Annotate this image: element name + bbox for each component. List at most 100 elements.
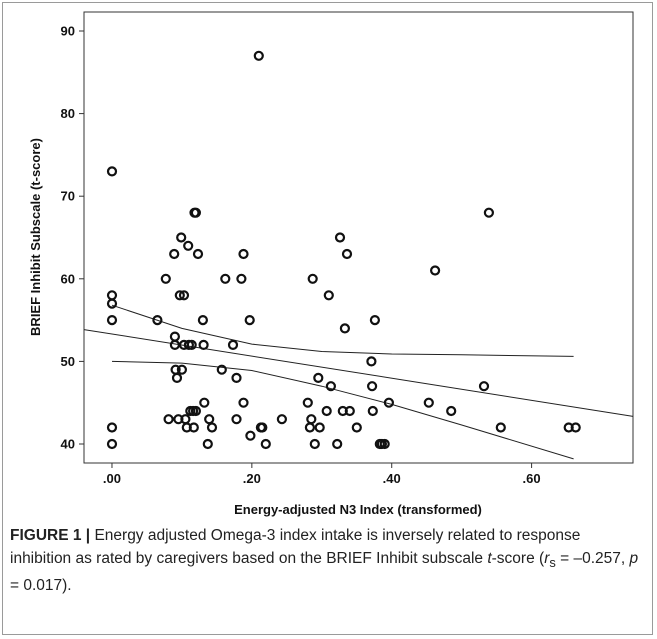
y-tick-label: 40 [61, 437, 75, 452]
caption-r-sub: s [549, 555, 556, 571]
data-point [307, 273, 318, 284]
ci-lower-line [111, 360, 574, 460]
figure-caption: FIGURE 1 | Energy adjusted Omega-3 index… [10, 524, 640, 597]
data-point [106, 438, 118, 450]
data-point [198, 339, 209, 350]
data-point [174, 290, 185, 301]
data-point [227, 339, 239, 350]
data-point [169, 331, 180, 342]
data-point [169, 248, 180, 260]
data-point [106, 290, 118, 301]
data-point [106, 315, 118, 326]
data-point [483, 207, 494, 218]
x-axis-ticks: .00 .20 .40 .60 [103, 463, 541, 486]
data-point [176, 232, 187, 243]
caption-r-italic: r [544, 550, 550, 567]
data-point [325, 381, 336, 392]
data-point [231, 414, 242, 425]
data-point [306, 414, 317, 425]
caption-text-2: -score ( [491, 550, 545, 567]
caption-label: FIGURE 1 | [10, 527, 91, 544]
y-tick-label: 50 [61, 354, 75, 369]
data-point [367, 381, 378, 392]
data-point [309, 438, 320, 450]
data-point [202, 438, 213, 450]
data-point [163, 414, 174, 425]
data-point [478, 381, 490, 392]
data-point [188, 422, 199, 433]
data-point [313, 372, 324, 383]
data-point [160, 273, 171, 284]
ci-upper-line [111, 304, 574, 357]
data-point [446, 405, 457, 417]
data-point [351, 422, 362, 433]
data-point [231, 372, 242, 383]
data-point [339, 323, 350, 334]
data-point [423, 397, 434, 408]
data-point [253, 50, 264, 61]
data-point [302, 397, 313, 408]
data-point [321, 405, 332, 417]
data-point [192, 248, 204, 260]
data-point [169, 339, 180, 350]
data-point [190, 207, 201, 218]
data-point [220, 273, 231, 284]
plot-frame [83, 11, 634, 464]
data-point [244, 315, 255, 326]
data-point [178, 290, 190, 301]
data-point [171, 372, 183, 383]
data-point [216, 364, 227, 375]
confidence-interval-lines [111, 304, 574, 460]
data-point [495, 422, 506, 433]
data-point [379, 438, 390, 450]
data-point [106, 422, 118, 433]
y-tick-label: 90 [61, 23, 75, 38]
x-axis-title: Energy-adjusted N3 Index (transformed) [234, 502, 482, 517]
data-point [430, 265, 441, 276]
data-point [183, 240, 194, 251]
x-tick-label: .00 [103, 471, 121, 486]
data-point [366, 356, 377, 367]
data-point [383, 397, 394, 408]
data-point [367, 405, 378, 417]
data-point [190, 405, 201, 417]
x-tick-label: .40 [383, 471, 401, 486]
data-point [334, 232, 346, 243]
data-point [236, 273, 247, 284]
y-tick-label: 60 [61, 271, 75, 286]
data-point [257, 422, 268, 433]
data-point [332, 438, 343, 450]
data-point [369, 315, 380, 326]
data-point [245, 430, 256, 441]
data-point [314, 422, 325, 433]
data-point [276, 414, 287, 425]
scatter-chart: .00 .20 .40 .60 40 50 60 70 80 90 Energy-adjuste… [28, 11, 634, 517]
y-tick-label: 70 [61, 189, 75, 204]
y-axis-ticks: 40 50 60 70 80 90 [61, 23, 84, 452]
data-point [106, 298, 118, 309]
x-tick-label: .60 [523, 471, 541, 486]
data-point [176, 364, 187, 375]
caption-p-italic: p [629, 550, 639, 567]
data-point [152, 315, 163, 326]
data-point [304, 422, 315, 433]
data-point [260, 438, 271, 450]
data-point [106, 166, 118, 177]
data-point [204, 414, 215, 425]
data-point [238, 248, 249, 260]
data-point [199, 397, 210, 408]
data-points [106, 50, 581, 450]
data-point [206, 422, 218, 433]
caption-text-3: = –0.257, [555, 550, 630, 567]
caption-text-4: = 0.017). [10, 577, 72, 595]
data-point [197, 315, 208, 326]
data-point [186, 339, 197, 350]
data-point [344, 405, 355, 417]
caption-text-1: Energy adjusted Omega-3 index intake is … [10, 527, 581, 567]
x-tick-label: .20 [243, 471, 261, 486]
caption-t-italic: t [487, 550, 492, 567]
data-point [238, 397, 249, 408]
fit-line-group [83, 329, 634, 417]
y-axis-title: BRIEF Inhibit Subscale (t-score) [28, 138, 43, 336]
